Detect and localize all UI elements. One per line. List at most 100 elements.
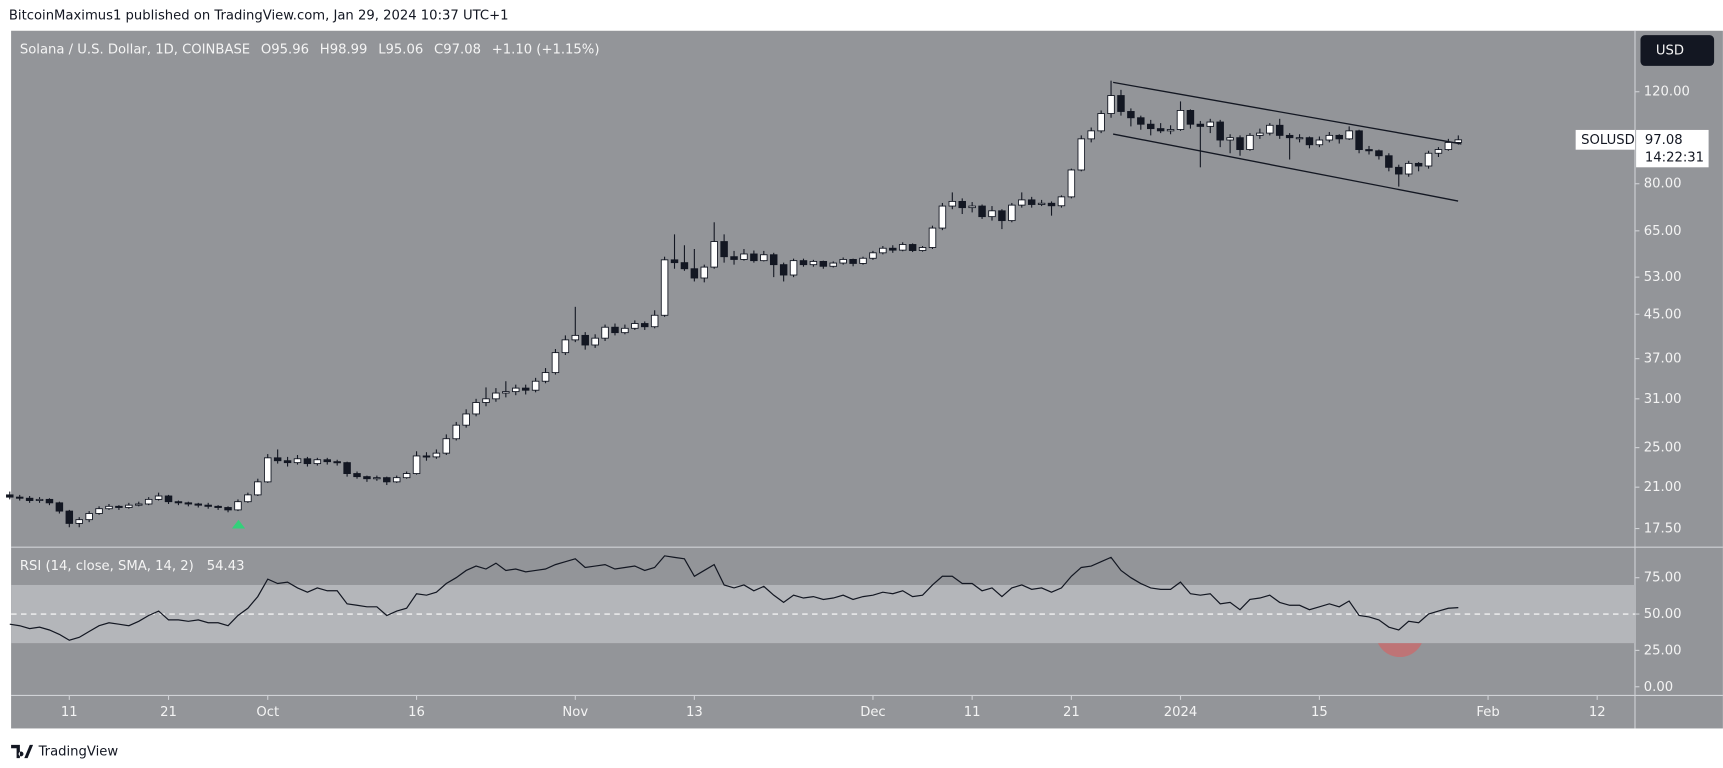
x-tick-label: 15 (1311, 705, 1328, 720)
currency[interactable]: USD (1656, 44, 1684, 59)
candle-body (1097, 113, 1105, 132)
candle-body (1147, 123, 1155, 130)
y-tick-label: 120.00 (1644, 85, 1690, 100)
candle-body (898, 244, 907, 251)
candle-body (1176, 110, 1185, 130)
candle-body (492, 392, 500, 400)
candle-body (144, 498, 153, 505)
candle-body (184, 502, 193, 505)
rsi-value: 54.43 (207, 559, 245, 574)
high-value: 98.99 (330, 42, 368, 57)
candle-body (1186, 110, 1195, 125)
last-price-tag (1575, 129, 1635, 150)
candle-body (958, 200, 966, 209)
candle-body (65, 510, 74, 524)
y-tick-label: 53.00 (1644, 270, 1682, 285)
candle-body (690, 268, 699, 279)
candle-body (1434, 149, 1443, 154)
candle-body (1345, 130, 1353, 140)
candle-body (1424, 152, 1433, 167)
bar-countdown: 14:22:31 (1645, 150, 1704, 165)
candle-body (154, 495, 163, 500)
signal-arrow (231, 519, 246, 529)
candle-body (283, 460, 292, 464)
candle-body (769, 254, 778, 266)
candle-body (541, 372, 550, 382)
footer-brand: TradingView (38, 745, 119, 760)
candle-body (849, 259, 857, 264)
candle-body (1226, 137, 1234, 141)
candle-body (1008, 204, 1016, 222)
candle-body (978, 205, 986, 218)
candle-body (273, 457, 282, 462)
x-tick-label: Oct (256, 705, 279, 720)
candle-body (1275, 124, 1284, 136)
last-price: 97.08 (1645, 133, 1683, 148)
candle-body (95, 508, 103, 514)
candle-body (194, 503, 203, 506)
candle-body (432, 452, 441, 458)
candle-body (442, 438, 451, 454)
candle-body (303, 458, 312, 465)
y-tick-label: 75.00 (1644, 571, 1682, 586)
candle-body (1404, 162, 1413, 175)
candle-body (611, 326, 619, 334)
candle-body (343, 462, 351, 474)
y-tick-label: 50.00 (1644, 607, 1682, 622)
y-tick-label: 65.00 (1644, 224, 1682, 239)
candle-body (85, 513, 93, 521)
candle-body (1057, 196, 1066, 207)
candle-body (472, 402, 480, 415)
candle-body (631, 323, 639, 329)
publisher: BitcoinMaximus1 published on TradingView… (9, 8, 509, 23)
candle-body (1206, 121, 1214, 127)
candle-body (561, 339, 570, 354)
candle-body (135, 503, 143, 506)
candle-body (164, 495, 173, 503)
y-tick-label: 80.00 (1644, 177, 1682, 192)
candle-body (1355, 130, 1363, 151)
low-value: 95.06 (386, 42, 424, 57)
candle-body (918, 247, 927, 251)
candle-body (1137, 117, 1145, 125)
candle-body (263, 457, 272, 483)
ohlc-key: O (261, 42, 271, 57)
candle-body (1117, 95, 1125, 112)
candle-body (1047, 202, 1056, 207)
channel-lower (1112, 133, 1459, 202)
currency-button[interactable] (1640, 35, 1715, 66)
candle-body (482, 398, 490, 403)
candle-body (402, 473, 411, 479)
candle-body (730, 256, 738, 260)
candle-body (353, 473, 361, 478)
candle-body (809, 260, 818, 266)
candle-body (1295, 137, 1304, 140)
candle-body (819, 260, 828, 267)
y-tick-label: 45.00 (1644, 307, 1682, 322)
x-tick-label: 11 (964, 705, 981, 720)
y-tick-label: 21.00 (1644, 480, 1682, 495)
candle-body (1385, 155, 1393, 168)
rsi-line (9, 555, 1459, 641)
y-tick-label: 0.00 (1644, 680, 1673, 695)
candle-body (1156, 128, 1165, 132)
ohlc-key: H (320, 42, 330, 57)
x-tick-label: 21 (160, 705, 177, 720)
candle-body (591, 337, 599, 346)
candle-body (531, 380, 540, 391)
close-value: 97.08 (443, 42, 481, 57)
candle-body (889, 247, 897, 251)
candle-body (571, 334, 580, 341)
open-value: 95.96 (271, 42, 309, 57)
candle-body (1166, 129, 1175, 132)
last-price-box (1636, 129, 1709, 168)
candle-body (859, 257, 867, 264)
candle-body (799, 260, 808, 266)
candle-body (720, 241, 728, 258)
candle-body (105, 505, 113, 510)
candle-body (1067, 169, 1076, 198)
candle-body (204, 504, 212, 507)
y-tick-label: 25.00 (1644, 643, 1682, 658)
candle-body (1107, 95, 1115, 114)
candle-body (363, 476, 371, 480)
